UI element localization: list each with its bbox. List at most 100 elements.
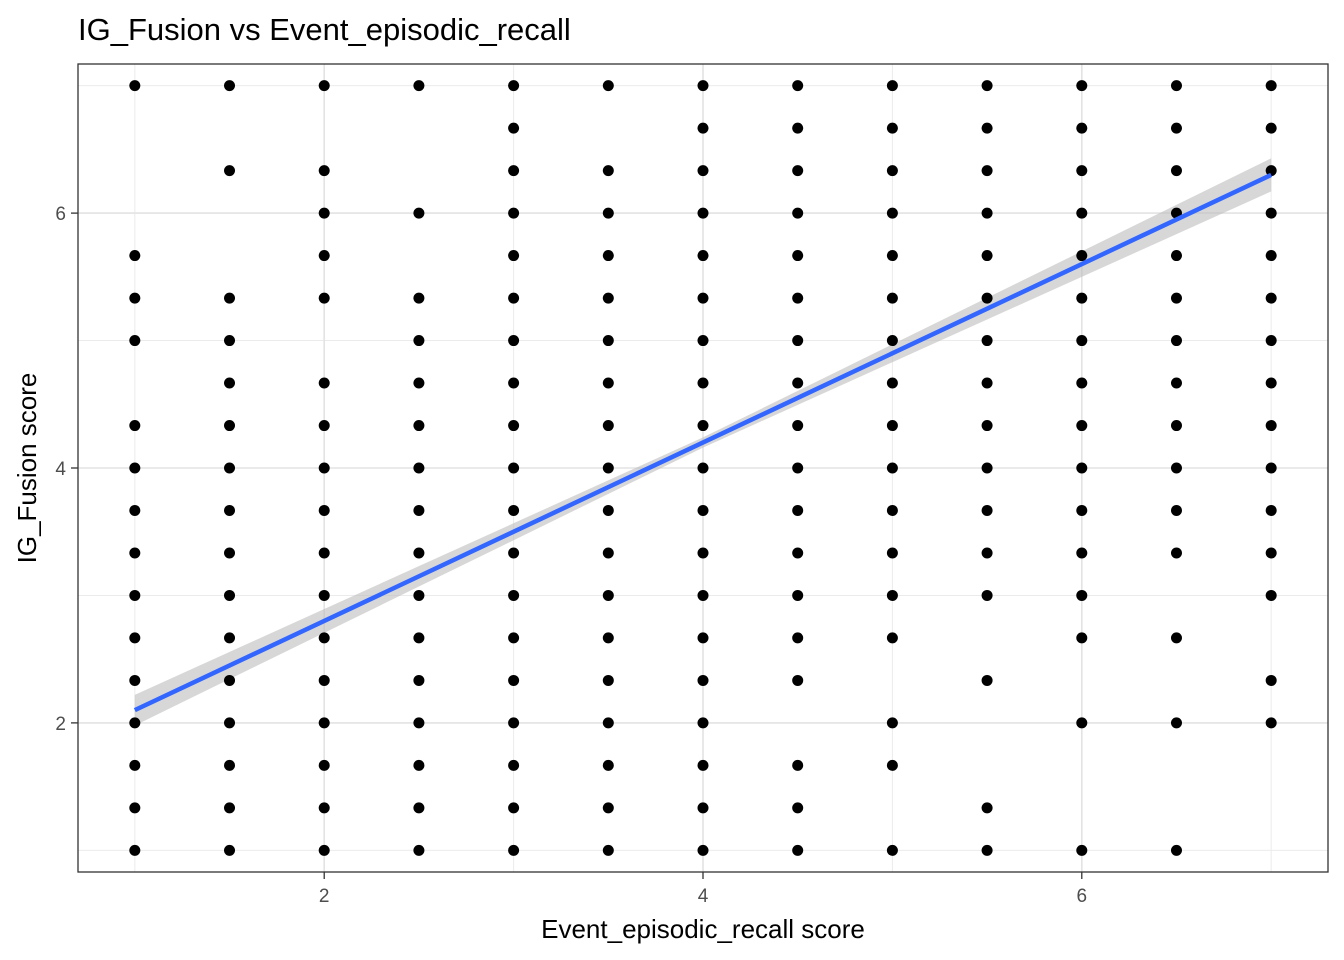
data-point [886,250,898,262]
data-point [508,420,520,432]
data-point [981,335,993,347]
data-point [224,165,236,177]
data-point [508,547,520,559]
data-point [1076,420,1088,432]
data-point [1170,504,1182,516]
data-point [224,80,236,92]
y-tick-label: 2 [55,714,66,735]
data-point [224,632,236,644]
data-point [792,632,804,644]
data-point [1076,589,1088,601]
data-point [413,759,425,771]
chart-title: IG_Fusion vs Event_episodic_recall [78,12,571,47]
data-point [129,335,141,347]
data-point [697,165,709,177]
data-point [602,420,614,432]
data-point [508,504,520,516]
data-point [224,717,236,729]
data-point [224,377,236,389]
data-point [129,420,141,432]
data-point [886,504,898,516]
trend-line [133,172,1273,713]
data-point [1170,844,1182,856]
data-point [1170,292,1182,304]
data-point [886,122,898,134]
data-point [886,377,898,389]
data-point [413,589,425,601]
data-point [697,717,709,729]
x-axis-title: Event_episodic_recall score [541,914,865,944]
data-point [1265,674,1277,686]
data-point [792,759,804,771]
data-point [792,335,804,347]
data-point [697,462,709,474]
data-point [129,292,141,304]
data-point [1170,122,1182,134]
x-tick-label: 4 [698,886,709,907]
data-point [1265,420,1277,432]
data-point [886,292,898,304]
data-point [1265,717,1277,729]
data-point [413,844,425,856]
data-point [602,250,614,262]
data-point [697,80,709,92]
data-point [792,377,804,389]
data-point [224,674,236,686]
data-point [1076,335,1088,347]
data-point [129,717,141,729]
data-point [413,547,425,559]
data-point [697,844,709,856]
data-point [697,335,709,347]
data-point [981,250,993,262]
data-point [602,632,614,644]
data-point [129,504,141,516]
points-layer [129,80,1277,856]
data-point [413,335,425,347]
data-point [413,80,425,92]
data-point [792,420,804,432]
data-point [224,504,236,516]
data-point [508,759,520,771]
data-point [602,207,614,219]
data-point [1265,207,1277,219]
data-point [697,674,709,686]
data-point [1170,717,1182,729]
data-point [1265,462,1277,474]
data-point [413,462,425,474]
data-point [508,632,520,644]
data-point [981,207,993,219]
data-point [886,165,898,177]
data-point [318,377,330,389]
data-point [318,717,330,729]
data-point [224,844,236,856]
data-point [129,802,141,814]
data-point [981,122,993,134]
data-point [886,759,898,771]
data-point [129,674,141,686]
data-point [129,250,141,262]
data-point [1265,250,1277,262]
data-point [697,292,709,304]
data-point [318,589,330,601]
data-point [129,632,141,644]
data-point [981,292,993,304]
data-point [413,420,425,432]
data-point [1076,377,1088,389]
data-point [981,420,993,432]
data-point [602,759,614,771]
data-point [318,207,330,219]
data-point [981,674,993,686]
data-point [792,122,804,134]
data-point [792,80,804,92]
data-point [224,589,236,601]
data-point [1076,292,1088,304]
data-point [129,844,141,856]
data-point [1170,250,1182,262]
data-point [1265,80,1277,92]
data-point [129,462,141,474]
data-point [1076,165,1088,177]
data-point [886,462,898,474]
data-point [792,589,804,601]
data-point [413,292,425,304]
data-point [318,844,330,856]
